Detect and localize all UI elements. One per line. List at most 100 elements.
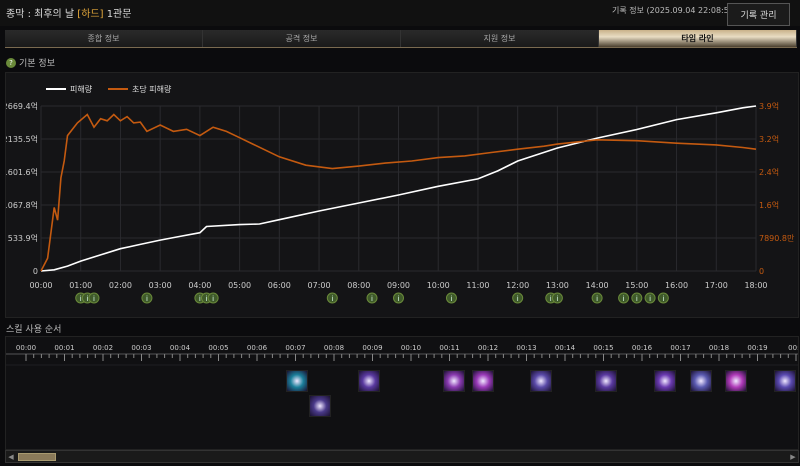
series-damage-line (40, 105, 757, 272)
skill-icon[interactable] (595, 370, 617, 392)
tab-summary[interactable]: 종합 정보 (5, 30, 203, 47)
skill-icon[interactable] (472, 370, 494, 392)
skill-icon[interactable] (309, 395, 331, 417)
x-tick: 17:00 (705, 281, 728, 290)
y-right-tick: 1.6억 (759, 200, 779, 210)
event-info-icon[interactable]: i (207, 292, 219, 304)
tab-bar: 종합 정보 공격 정보 지원 정보 타임 라인 (5, 30, 797, 47)
timeline-tick-label: 00:09 (362, 344, 382, 352)
event-info-icon[interactable]: i (551, 292, 563, 304)
legend-damage-label: 피해량 (70, 84, 93, 94)
skill-icon[interactable] (443, 370, 465, 392)
svg-text:i: i (398, 295, 400, 303)
timeline-tick-label: 00:01 (54, 344, 74, 352)
svg-text:i: i (93, 295, 95, 303)
skill-timeline-ruler: 00:00 00:01 00:02 00:03 00:04 00:05 00:06 00:07… (6, 344, 798, 366)
svg-text:i: i (596, 295, 598, 303)
x-tick: 13:00 (546, 281, 569, 290)
x-tick: 14:00 (586, 281, 609, 290)
basic-info-heading: ? 기본 정보 (6, 56, 55, 69)
svg-text:i: i (450, 295, 452, 303)
svg-text:i: i (550, 295, 552, 303)
skill-usage-heading: 스킬 사용 순서 (6, 325, 62, 335)
y-right-tick: 2.4억 (759, 167, 779, 177)
skill-icon[interactable] (358, 370, 380, 392)
y-left-tick: 2135.5억 (6, 134, 38, 144)
skill-icon[interactable] (725, 370, 747, 392)
event-info-icon[interactable]: i (366, 292, 378, 304)
timeline-tick-label: 00:06 (247, 344, 268, 352)
timeline-tick-label: 00:2 (788, 344, 798, 352)
y-right-tick: 3.2억 (759, 134, 779, 144)
timeline-tick-label: 00:08 (324, 344, 344, 352)
svg-text:i: i (371, 295, 373, 303)
x-tick: 09:00 (387, 281, 410, 290)
tab-attack[interactable]: 공격 정보 (203, 30, 401, 47)
raid-name: 종막 : 최후의 날 (6, 9, 75, 20)
scroll-right-icon[interactable]: ▶ (790, 452, 796, 461)
x-tick: 18:00 (744, 281, 767, 290)
event-info-icon[interactable]: i (657, 292, 669, 304)
raid-title: 종막 : 최후의 날 [하드] 1관문 (6, 5, 131, 20)
x-tick: 05:00 (228, 281, 251, 290)
svg-text:i: i (206, 295, 208, 303)
x-tick: 08:00 (347, 281, 370, 290)
x-tick: 16:00 (665, 281, 688, 290)
scroll-thumb[interactable] (18, 453, 56, 461)
timeline-tick-label: 00:10 (401, 344, 421, 352)
event-info-icon[interactable]: i (141, 292, 153, 304)
svg-text:i: i (623, 295, 625, 303)
svg-text:i: i (636, 295, 638, 303)
timeline-tick-label: 00:18 (709, 344, 729, 352)
scroll-left-icon[interactable]: ◀ (8, 452, 14, 461)
skill-icon[interactable] (690, 370, 712, 392)
event-info-icon[interactable]: i (393, 292, 404, 304)
timeline-tick-label: 00:13 (516, 344, 536, 352)
event-info-icon[interactable]: i (631, 292, 643, 304)
tab-support[interactable]: 지원 정보 (401, 30, 599, 47)
x-tick: 01:00 (69, 281, 92, 290)
x-tick: 15:00 (625, 281, 648, 290)
svg-text:i: i (331, 295, 333, 303)
x-tick: 06:00 (268, 281, 291, 290)
timeline-tick-label: 00:07 (285, 344, 305, 352)
event-info-icon[interactable]: i (591, 292, 603, 304)
x-tick: 12:00 (506, 281, 529, 290)
event-info-icon[interactable]: i (618, 292, 630, 304)
x-tick: 11:00 (466, 281, 489, 290)
skill-icon[interactable] (530, 370, 552, 392)
timeline-tick-label: 00:05 (208, 344, 228, 352)
event-info-icon[interactable]: i (512, 292, 524, 304)
svg-text:i: i (199, 295, 201, 303)
tab-divider (5, 47, 797, 48)
y-left-tick: 1601.6억 (6, 167, 38, 177)
basic-info-label: 기본 정보 (19, 59, 55, 69)
svg-text:i: i (86, 295, 88, 303)
damage-chart: 피해량 초당 피해량 0 0 533.9억 7890.8만 1067.8억 1.6억 1601.… (6, 84, 795, 304)
skill-icon[interactable] (654, 370, 676, 392)
event-info-icon[interactable]: i (326, 292, 338, 304)
y-right-tick: 7890.8만 (759, 234, 795, 243)
svg-text:i: i (80, 295, 82, 303)
svg-text:i: i (649, 295, 651, 303)
timeline-tick-label: 00:14 (555, 344, 576, 352)
skill-icon[interactable] (774, 370, 796, 392)
tab-timeline[interactable]: 타임 라인 (599, 30, 797, 47)
damage-chart-panel: 피해량 초당 피해량 0 0 533.9억 7890.8만 1067.8억 1.6억 1601.… (5, 72, 799, 318)
x-tick: 02:00 (109, 281, 132, 290)
x-tick: 00:00 (29, 281, 52, 290)
difficulty-label: [하드] (77, 9, 104, 20)
help-icon[interactable]: ? (6, 57, 16, 68)
svg-text:i: i (662, 295, 664, 303)
timeline-tick-label: 00:19 (747, 344, 767, 352)
timeline-scrollbar[interactable]: ◀ ▶ (5, 450, 799, 463)
event-info-icon[interactable]: i (445, 292, 457, 304)
event-info-icon[interactable]: i (88, 292, 100, 304)
y-right-tick: 0 (759, 267, 764, 276)
series-dps-line (40, 113, 757, 272)
x-tick: 04:00 (188, 281, 211, 290)
event-info-icon[interactable]: i (644, 292, 656, 304)
record-manage-button[interactable]: 기록 관리 (727, 3, 790, 26)
skill-timeline-panel: 00:00 00:01 00:02 00:03 00:04 00:05 00:06 00:07… (5, 336, 799, 450)
skill-icon[interactable] (286, 370, 308, 392)
